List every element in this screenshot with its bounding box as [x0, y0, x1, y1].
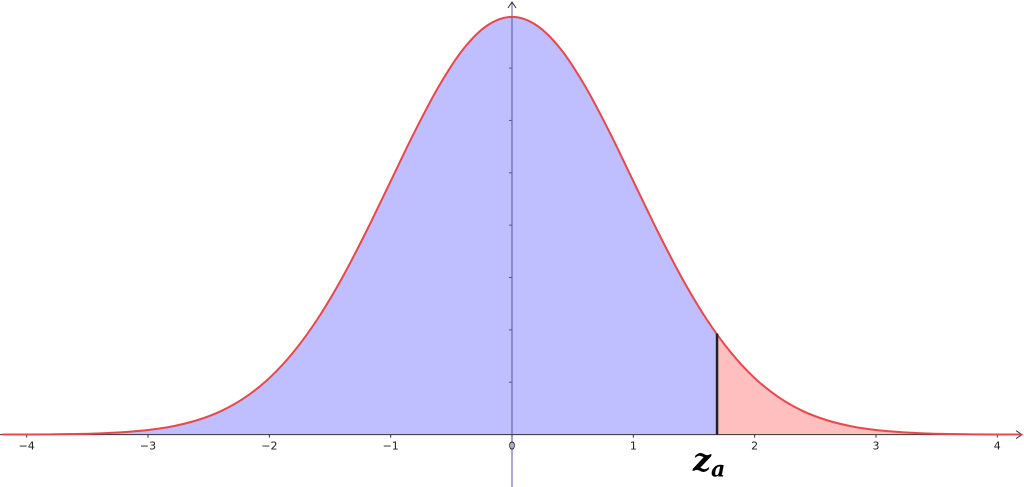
- x-tick-label: −4: [19, 440, 35, 453]
- left-area: [2, 16, 718, 435]
- x-tick-label: 1: [630, 440, 637, 453]
- x-tick-label: −1: [383, 440, 399, 453]
- x-tick-label: −2: [261, 440, 277, 453]
- x-tick-label: 0: [509, 440, 516, 453]
- cutoff-label-sub: a: [711, 457, 725, 483]
- x-tick-label: 4: [994, 440, 1001, 453]
- y-axis-arrow: [507, 1, 517, 9]
- x-tick-label: −3: [140, 440, 156, 453]
- cutoff-label: za: [692, 441, 725, 483]
- curve: [2, 15, 1022, 436]
- cutoff-label-main: z: [692, 441, 712, 479]
- x-tick-label: 2: [751, 440, 758, 453]
- x-axis-arrow: [1015, 430, 1023, 440]
- right-area: [717, 334, 1022, 435]
- x-tick-label: 3: [872, 440, 879, 453]
